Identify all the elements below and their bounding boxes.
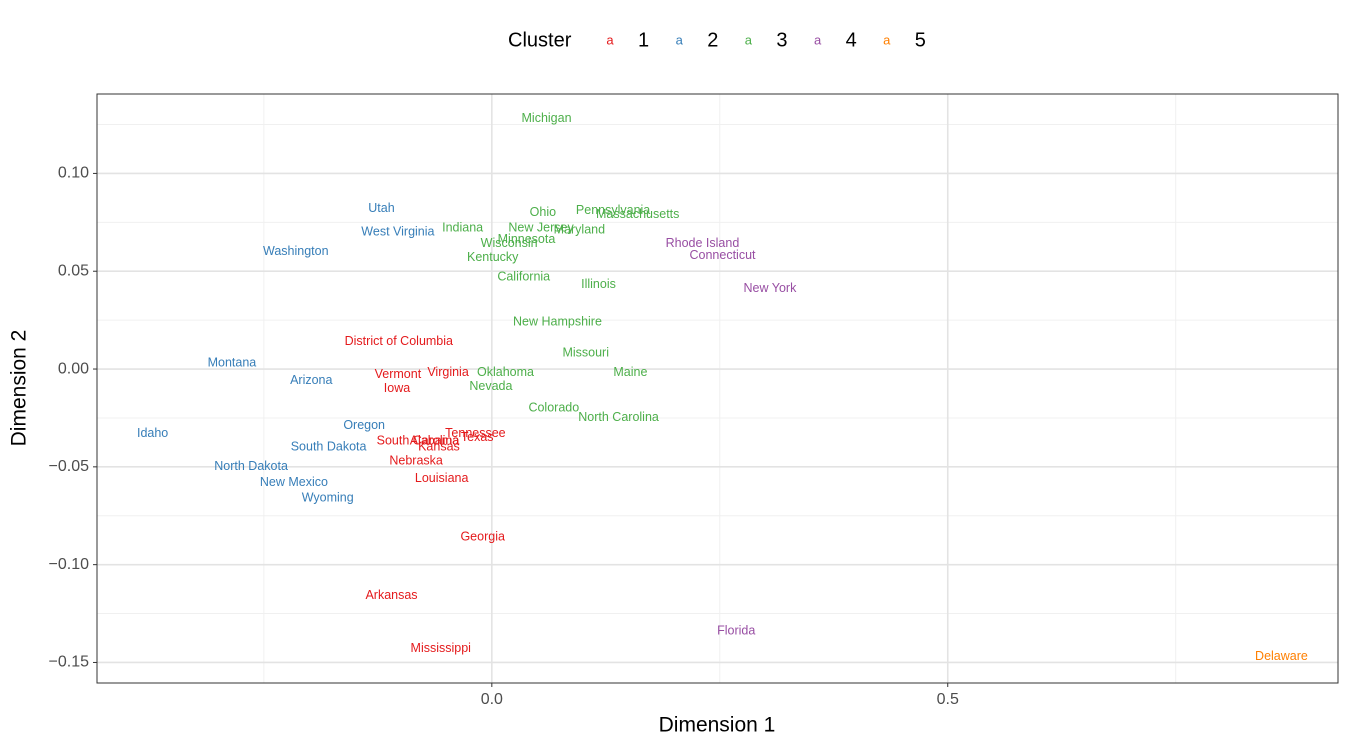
- point-label: New Jersey: [508, 220, 574, 234]
- point-label: New Hampshire: [513, 314, 602, 328]
- point-label: Nevada: [469, 379, 512, 393]
- legend-title: Cluster: [508, 29, 572, 51]
- point-label: West Virginia: [361, 224, 434, 238]
- point-label: North Dakota: [214, 459, 288, 473]
- point-label: Vermont: [375, 367, 422, 381]
- point-label: Tennessee: [445, 426, 506, 440]
- legend-key: a: [745, 32, 753, 47]
- legend-label: 3: [776, 29, 787, 51]
- point-label: Michigan: [522, 111, 572, 125]
- point-label: Colorado: [528, 400, 579, 414]
- point-label: Pennsylvania: [576, 203, 650, 217]
- point-label: Oklahoma: [477, 365, 534, 379]
- point-label: Alabama: [410, 434, 459, 448]
- plot-border: [96, 93, 1339, 684]
- point-label: New Mexico: [260, 475, 328, 489]
- legend-key: a: [814, 32, 822, 47]
- point-label: Minnesota: [498, 232, 556, 246]
- point-label: Delaware: [1255, 649, 1308, 663]
- x-tick-label: 0.5: [937, 691, 959, 708]
- point-label: Kentucky: [467, 250, 519, 264]
- point-label: Maine: [613, 365, 647, 379]
- legend-key: a: [883, 32, 891, 47]
- point-label: Massachusetts: [596, 207, 679, 221]
- point-label: Idaho: [137, 426, 168, 440]
- point-label: North Carolina: [578, 410, 659, 424]
- legend-label: 5: [915, 29, 926, 51]
- point-label: South Carolina: [377, 434, 460, 448]
- points: District of Columbia Vermont Virginia Iowa T…: [137, 111, 1308, 663]
- point-label: Louisiana: [415, 471, 469, 485]
- point-label: Wisconsin: [481, 236, 538, 250]
- legend-key: a: [676, 32, 684, 47]
- point-label: Nebraska: [389, 453, 443, 467]
- point-label: Arkansas: [365, 588, 417, 602]
- point-label: Ohio: [530, 205, 556, 219]
- point-label: Arizona: [290, 373, 332, 387]
- point-label: Connecticut: [690, 248, 757, 262]
- legend-label: 1: [638, 29, 649, 51]
- x-axis-title: Dimension 1: [659, 714, 776, 737]
- grid: [97, 94, 1338, 683]
- point-label: Wyoming: [302, 490, 354, 504]
- y-tick-label: −0.05: [49, 458, 90, 475]
- legend: a 1 a 2 a 3 a 4 a 5: [606, 29, 926, 51]
- y-tick-label: −0.15: [49, 654, 90, 671]
- legend-key: a: [606, 32, 614, 47]
- y-axis-title: Dimension 2: [8, 330, 31, 447]
- y-tick-label: 0.00: [58, 360, 89, 377]
- x-tick-label: 0.0: [481, 691, 503, 708]
- point-label: Rhode Island: [666, 236, 740, 250]
- point-label: Iowa: [384, 381, 410, 395]
- legend-label: 4: [846, 29, 857, 51]
- point-label: South Dakota: [291, 440, 367, 454]
- point-label: District of Columbia: [345, 334, 453, 348]
- point-label: Indiana: [442, 220, 483, 234]
- point-label: Montana: [208, 355, 257, 369]
- y-tick-label: 0.05: [58, 262, 89, 279]
- point-label: Missouri: [562, 346, 609, 360]
- legend-label: 2: [707, 29, 718, 51]
- point-label: Texas: [461, 430, 494, 444]
- point-label: Washington: [263, 244, 329, 258]
- point-label: Virginia: [427, 365, 469, 379]
- plot-panel: [97, 94, 1338, 683]
- y-tick-label: 0.10: [58, 165, 89, 182]
- point-label: Mississippi: [411, 641, 471, 655]
- point-label: Georgia: [460, 530, 505, 544]
- point-label: California: [497, 269, 550, 283]
- y-tick-label: −0.10: [49, 556, 90, 573]
- point-label: Utah: [368, 201, 394, 215]
- point-label: Kansas: [418, 440, 460, 454]
- point-label: Illinois: [581, 277, 616, 291]
- point-label: Oregon: [343, 418, 385, 432]
- point-label: New York: [744, 281, 798, 295]
- point-label: Maryland: [554, 222, 605, 236]
- point-label: Florida: [717, 623, 755, 637]
